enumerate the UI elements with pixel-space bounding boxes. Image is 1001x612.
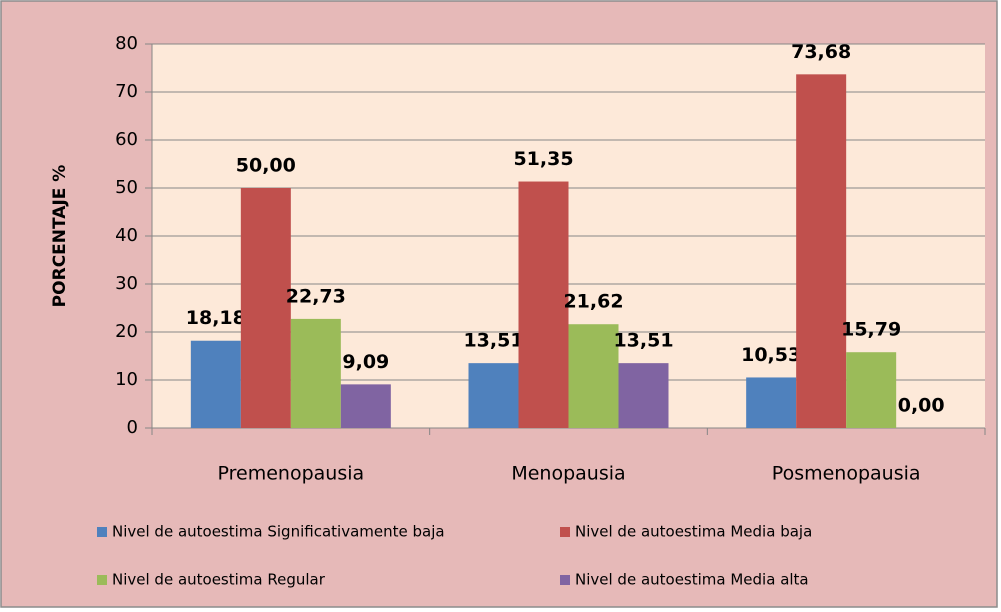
value-label: 9,09 — [342, 351, 389, 373]
value-label: 13,51 — [463, 330, 523, 352]
y-tick-label: 80 — [115, 33, 138, 54]
legend-swatch — [97, 527, 107, 537]
bar — [190, 340, 241, 428]
value-label: 22,73 — [286, 285, 346, 307]
value-label: 73,68 — [791, 41, 851, 63]
x-tick-label: Posmenopausia — [772, 463, 921, 485]
value-label: 51,35 — [513, 148, 573, 170]
value-label: 13,51 — [613, 330, 673, 352]
legend-swatch — [560, 575, 570, 585]
value-label: 10,53 — [741, 344, 801, 366]
legend-label: Nivel de autoestima Media alta — [575, 571, 809, 589]
y-tick-label: 40 — [115, 225, 138, 246]
bar — [468, 363, 519, 428]
value-label: 15,79 — [841, 319, 901, 341]
y-tick-label: 20 — [115, 321, 138, 342]
value-label: 50,00 — [236, 155, 296, 177]
value-label: 18,18 — [186, 307, 246, 329]
bar — [846, 352, 897, 428]
value-label: 21,62 — [563, 291, 623, 313]
x-tick-label: Menopausia — [511, 463, 625, 485]
y-tick-label: 70 — [115, 81, 138, 102]
legend-label: Nivel de autoestima Media baja — [575, 523, 812, 541]
y-tick-label: 50 — [115, 177, 138, 198]
y-tick-label: 30 — [115, 273, 138, 294]
legend-label: Nivel de autoestima Significativamente b… — [112, 523, 445, 541]
y-tick-label: 0 — [127, 417, 138, 438]
y-axis-label: PORCENTAJE % — [50, 165, 70, 308]
bar — [618, 363, 669, 428]
y-tick-label: 10 — [115, 369, 138, 390]
legend-label: Nivel de autoestima Regular — [112, 571, 326, 589]
legend-swatch — [97, 575, 107, 585]
y-tick-label: 60 — [115, 129, 138, 150]
value-label: 0,00 — [898, 395, 945, 417]
bar — [240, 188, 291, 428]
bar — [746, 377, 797, 428]
bar — [518, 181, 569, 428]
bar — [796, 74, 847, 428]
bar — [290, 318, 341, 428]
x-tick-label: Premenopausia — [218, 463, 365, 485]
bar — [340, 384, 391, 428]
bar — [568, 324, 619, 428]
legend-swatch — [560, 527, 570, 537]
